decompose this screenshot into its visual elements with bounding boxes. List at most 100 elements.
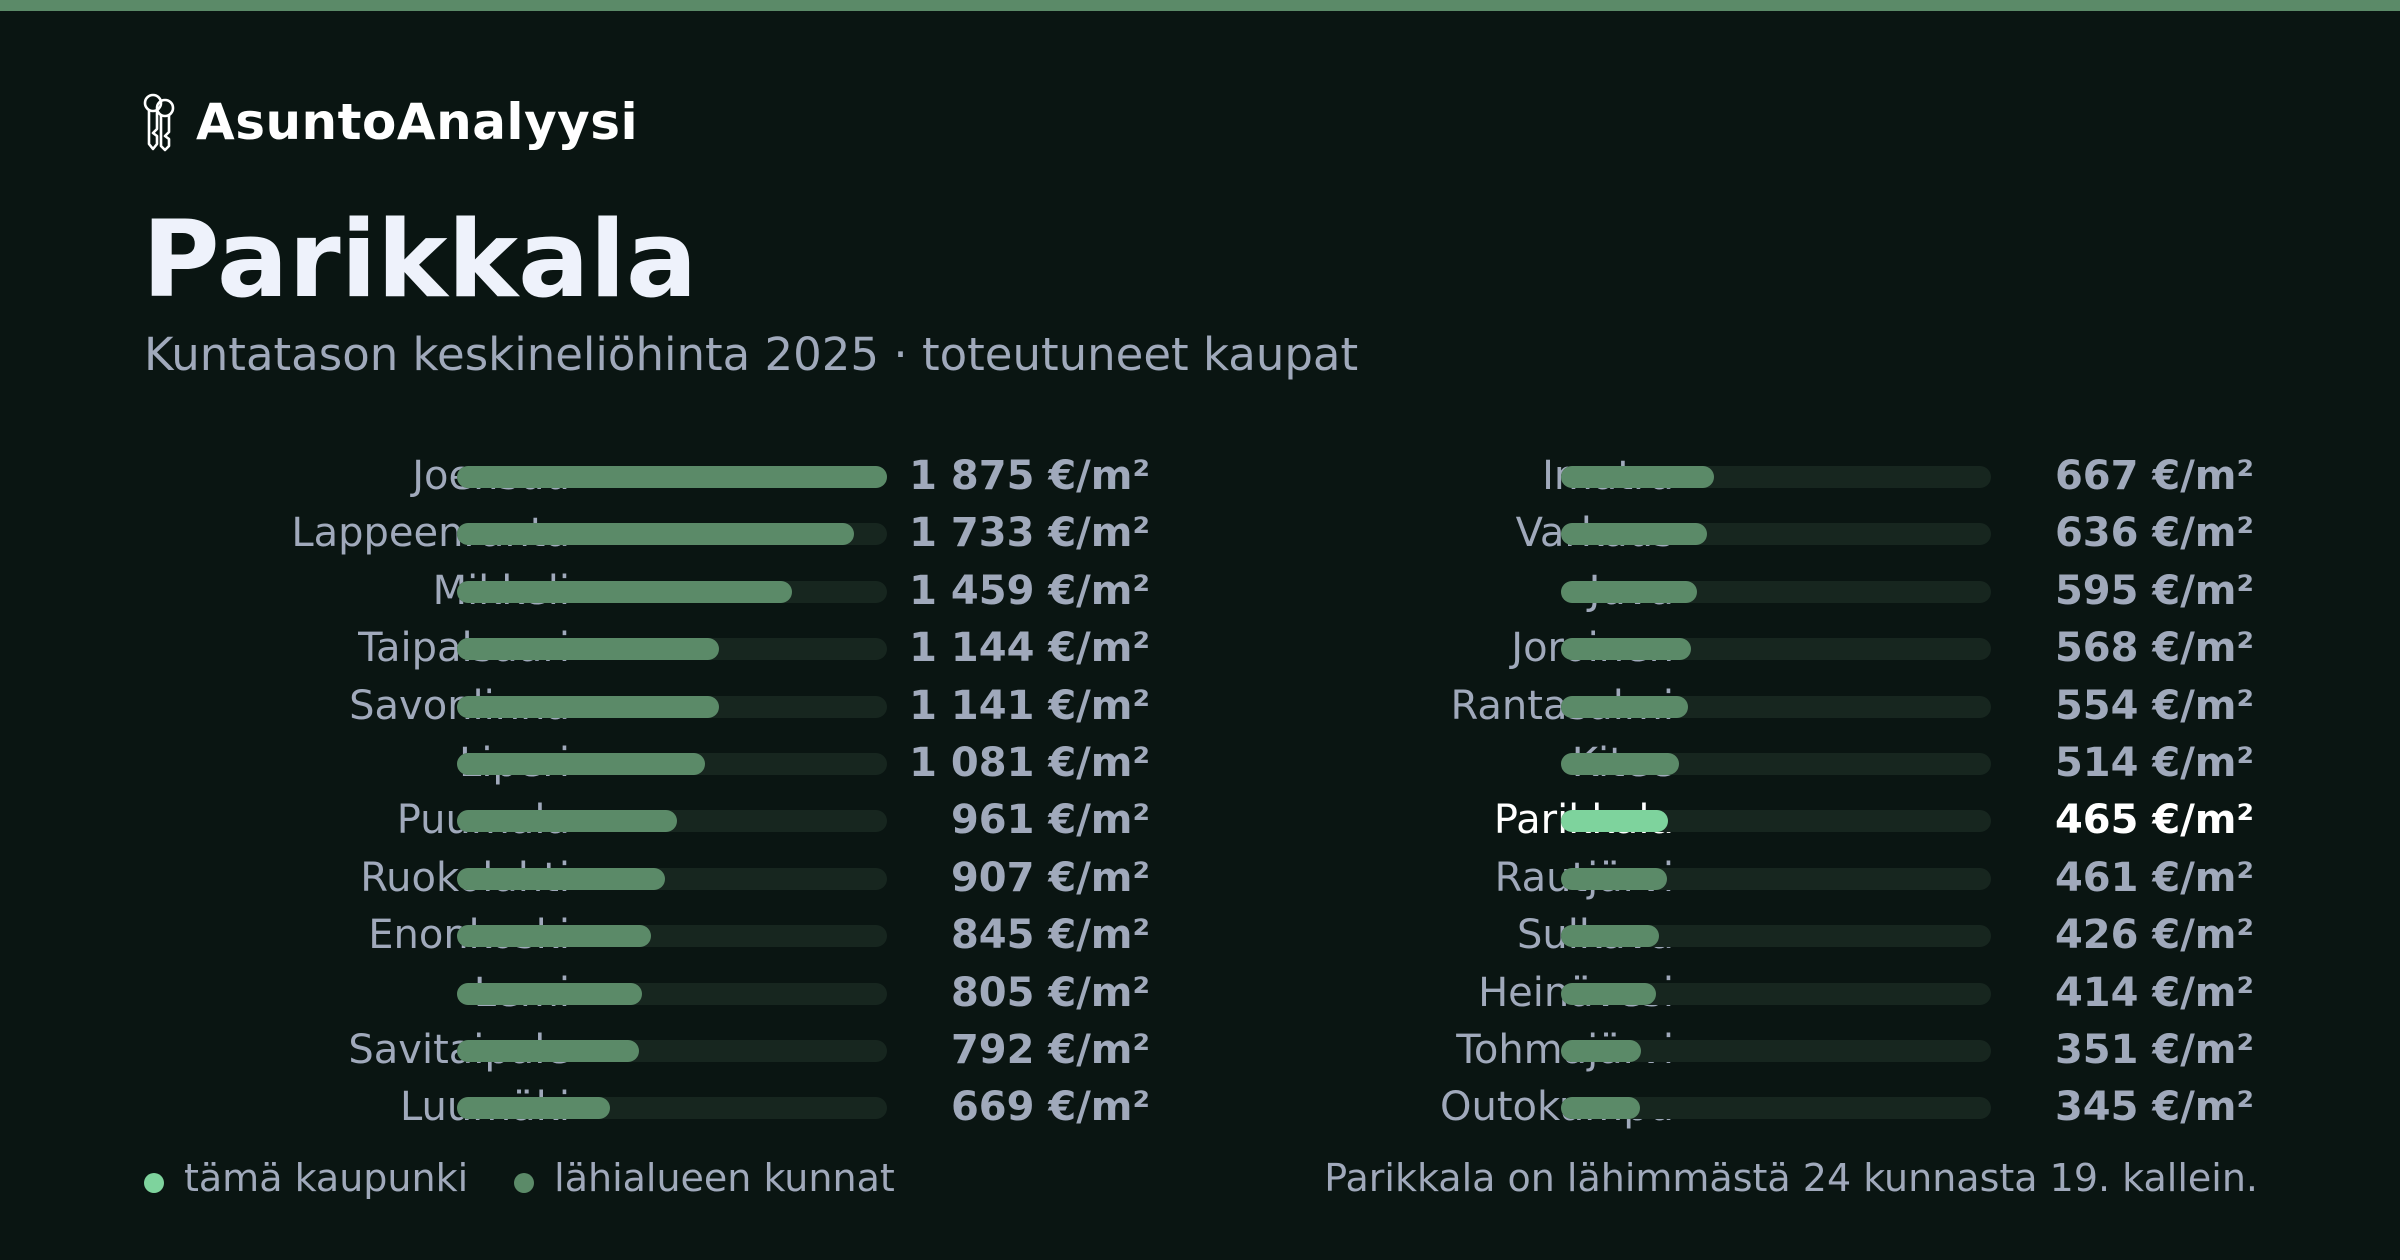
bar-row: Varkaus636 €/m² [1244, 505, 2254, 562]
bar-row: Mikkeli1 459 €/m² [140, 563, 1150, 620]
value-label: 345 €/m² [2054, 1084, 2254, 1131]
value-label: 805 €/m² [950, 969, 1150, 1016]
bar-track [1561, 752, 1991, 775]
bar-track [457, 695, 887, 718]
bar-row: Enonkoski845 €/m² [140, 907, 1150, 964]
top-accent-bar [0, 0, 2400, 11]
value-label: 426 €/m² [2054, 912, 2254, 959]
bar-track [1561, 580, 1991, 603]
legend-item-current: tämä kaupunki [144, 1150, 468, 1206]
bar-track [457, 752, 887, 775]
legend: tämä kaupunki lähialueen kunnat [144, 1150, 941, 1206]
bar-row: Liperi1 081 €/m² [140, 735, 1150, 792]
legend-label-current: tämä kaupunki [184, 1156, 469, 1200]
legend-dot-others [514, 1173, 535, 1193]
value-label: 414 €/m² [2054, 969, 2254, 1016]
bar [457, 695, 719, 718]
bar [457, 810, 678, 833]
value-label: 1 144 €/m² [909, 625, 1150, 672]
page-subtitle: Kuntatason keskineliöhinta 2025 · toteut… [144, 328, 1359, 381]
bar-row: Tohmajärvi351 €/m² [1244, 1022, 2254, 1079]
bar-row: Lappeenranta 1 733 €/m² [140, 505, 1150, 562]
bar [1561, 1039, 1642, 1062]
bar-row: Savitaipale792 €/m² [140, 1022, 1150, 1079]
bar-track [1561, 867, 1991, 890]
value-label: 351 €/m² [2054, 1026, 2254, 1073]
value-label: 907 €/m² [950, 854, 1150, 901]
value-label: 1 081 €/m² [909, 739, 1150, 786]
bar-row: Taipalsaari1 144 €/m² [140, 620, 1150, 677]
bar [1561, 466, 1714, 488]
brand-name: AsuntoAnalyysi [196, 93, 639, 151]
bar-track [1561, 1097, 1991, 1120]
legend-label-others: lähialueen kunnat [554, 1156, 895, 1200]
bar-track [457, 1097, 887, 1120]
bar-row: Kitee514 €/m² [1244, 735, 2254, 792]
bar-track [1561, 1039, 1991, 1062]
bar [1561, 867, 1667, 890]
value-label: 1 875 €/m² [909, 453, 1150, 499]
bar-track [1561, 982, 1991, 1005]
value-label: 1 459 €/m² [909, 567, 1150, 614]
value-label: 792 €/m² [950, 1026, 1150, 1073]
bar-row: Parikkala465 €/m² [1244, 792, 2254, 849]
bar-track [457, 810, 887, 833]
bar-row: Joensuu1 875 €/m² [140, 448, 1150, 505]
bar-track [457, 638, 887, 661]
bar [1561, 523, 1707, 546]
value-label: 461 €/m² [2054, 854, 2254, 901]
bar [1561, 638, 1692, 661]
value-label: 667 €/m² [2054, 453, 2254, 499]
value-label: 1 733 €/m² [909, 510, 1150, 557]
bar [457, 1039, 639, 1062]
bar [1561, 982, 1656, 1005]
bar-track [1561, 638, 1991, 661]
bar [457, 925, 651, 948]
bar [457, 752, 705, 775]
bar [457, 982, 642, 1005]
bar [1561, 1097, 1641, 1120]
page-title: Parikkala [142, 198, 698, 321]
bar-track [457, 867, 887, 890]
bar-row: Savonlinna1 141 €/m² [140, 678, 1150, 735]
bar-row: Ruokolahti907 €/m² [140, 850, 1150, 907]
bar [457, 580, 792, 603]
value-label: 554 €/m² [2054, 682, 2254, 729]
value-label: 568 €/m² [2054, 625, 2254, 672]
bar-track [1561, 466, 1991, 488]
value-label: 669 €/m² [950, 1084, 1150, 1131]
bar-row: Sulkava426 €/m² [1244, 907, 2254, 964]
bar-track [457, 466, 887, 488]
bar-track [457, 523, 887, 546]
brand: AsuntoAnalyysi [140, 90, 638, 154]
bar [457, 1097, 611, 1120]
value-label: 845 €/m² [950, 912, 1150, 959]
bar [1561, 695, 1689, 718]
bar-row: Outokumpu 345 €/m² [1244, 1079, 2254, 1136]
bar-row: Juva595 €/m² [1244, 563, 2254, 620]
chart-column-right: Imatra667 €/m²Varkaus636 €/m²Juva595 €/m… [1244, 448, 2254, 1137]
bar-track [457, 982, 887, 1005]
keys-icon [143, 93, 175, 152]
bar-track [1561, 925, 1991, 948]
bar-track [457, 1039, 887, 1062]
bar-track [1561, 810, 1991, 833]
bar-track [1561, 523, 1991, 546]
bar [1561, 810, 1668, 833]
bar [457, 638, 720, 661]
bar-row: Imatra667 €/m² [1244, 448, 2254, 505]
bar [457, 466, 887, 488]
bar-row: Puumala961 €/m² [140, 792, 1150, 849]
bar-row: Lemi805 €/m² [140, 965, 1150, 1022]
value-label: 465 €/m² [2054, 797, 2254, 844]
bar-track [457, 580, 887, 603]
bar [1561, 580, 1698, 603]
bar-row: Luumäki669 €/m² [140, 1079, 1150, 1136]
legend-dot-current [144, 1173, 164, 1193]
bar-track [457, 925, 887, 948]
value-label: 636 €/m² [2054, 510, 2254, 557]
bar [1561, 752, 1679, 775]
bar-track [1561, 695, 1991, 718]
bar-row: Rantasalmi554 €/m² [1244, 678, 2254, 735]
